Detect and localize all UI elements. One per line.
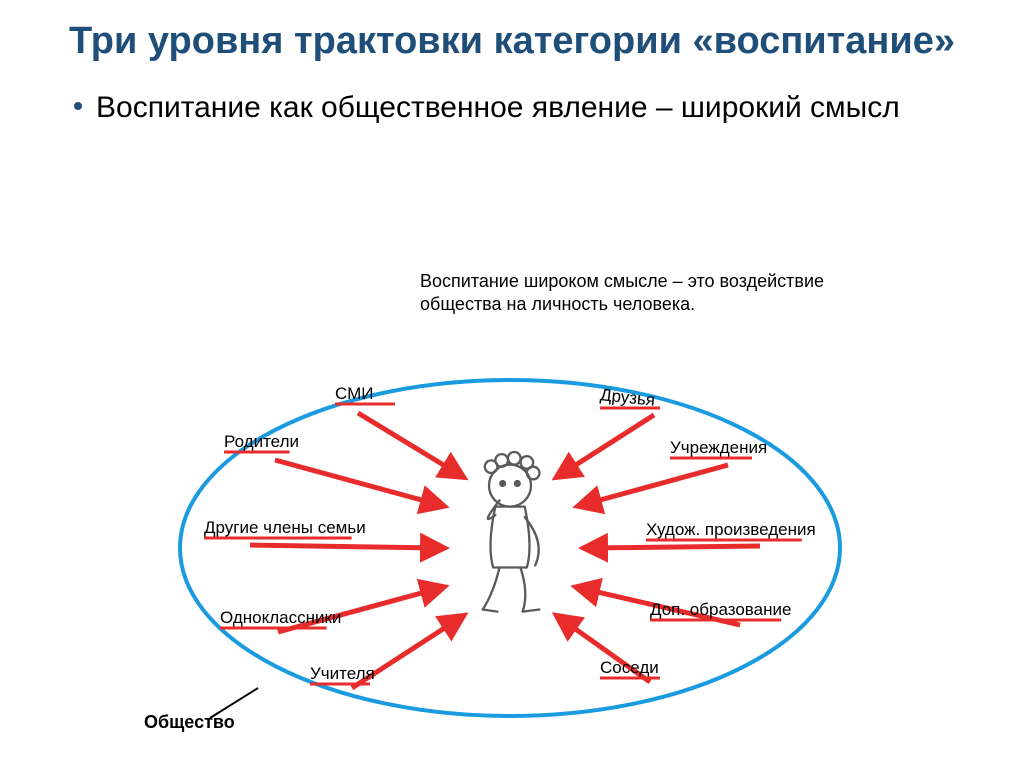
influence-label: Учителя [310, 664, 375, 684]
page-title: Три уровня трактовки категории «воспитан… [0, 0, 1024, 74]
bullet-dot-icon [74, 102, 82, 110]
influence-label: Одноклассники [220, 608, 341, 628]
bullet-list: Воспитание как общественное явление – ши… [0, 74, 1024, 129]
society-label: Общество [144, 712, 235, 733]
influence-label: Доп. образование [650, 600, 791, 620]
influence-label: Соседи [600, 658, 659, 678]
bullet-text: Воспитание как общественное явление – ши… [96, 88, 900, 129]
influence-label: Родители [224, 432, 299, 452]
diagram-container: Воспитание широком смысле – это воздейст… [120, 270, 900, 740]
influence-label: СМИ [335, 384, 373, 404]
influence-label: Учреждения [670, 438, 767, 458]
bullet-item: Воспитание как общественное явление – ши… [74, 88, 994, 129]
influence-label: Худож. произведения [646, 520, 816, 540]
influence-label: Другие члены семьи [204, 518, 366, 538]
diagram-svg [120, 270, 900, 740]
